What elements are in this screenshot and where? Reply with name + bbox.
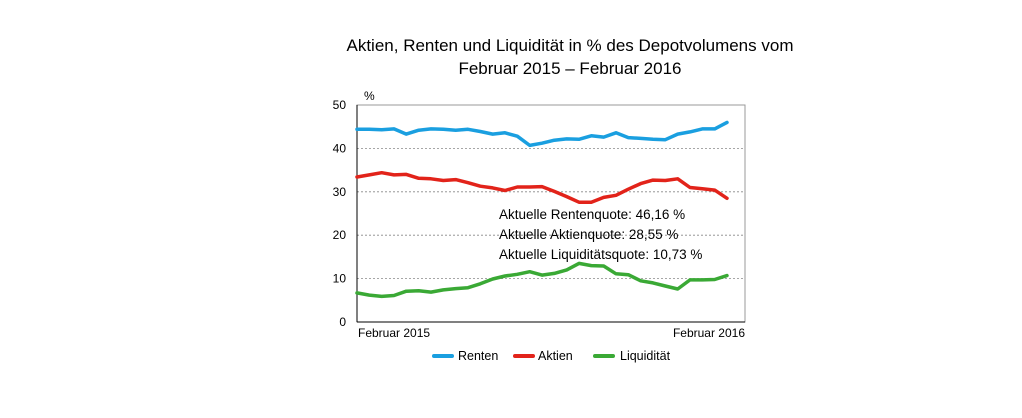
y-axis-unit: % <box>364 89 375 103</box>
y-tick-label: 50 <box>333 98 347 112</box>
chart-title-line-2: Februar 2015 – Februar 2016 <box>458 59 681 78</box>
annotation-rentenquote: Aktuelle Rentenquote: 46,16 % <box>499 207 685 222</box>
x-label-end: Februar 2016 <box>673 326 745 340</box>
y-tick-label: 0 <box>339 315 346 329</box>
annotation-liquiditaetsquote: Aktuelle Liquiditätsquote: 10,73 % <box>499 247 702 262</box>
y-tick-labels: 0 10 20 30 40 50 <box>333 98 347 329</box>
chart-title-line-1: Aktien, Renten und Liquidität in % des D… <box>347 36 794 55</box>
y-tick-label: 20 <box>333 228 347 242</box>
y-tick-label: 10 <box>333 272 347 286</box>
series-line-aktien <box>355 170 729 204</box>
x-label-start: Februar 2015 <box>358 326 430 340</box>
legend-label-aktien: Aktien <box>538 349 573 363</box>
legend-label-liquiditaet: Liquidität <box>620 349 671 363</box>
legend: Renten Aktien Liquidität <box>432 349 671 363</box>
y-tick-label: 30 <box>333 185 347 199</box>
annotation-aktienquote: Aktuelle Aktienquote: 28,55 % <box>499 227 678 242</box>
series-line-renten <box>355 120 729 148</box>
y-tick-label: 40 <box>333 141 347 155</box>
legend-label-renten: Renten <box>458 349 498 363</box>
series-line-liquiditaet <box>355 261 729 299</box>
series-lines <box>355 120 729 299</box>
